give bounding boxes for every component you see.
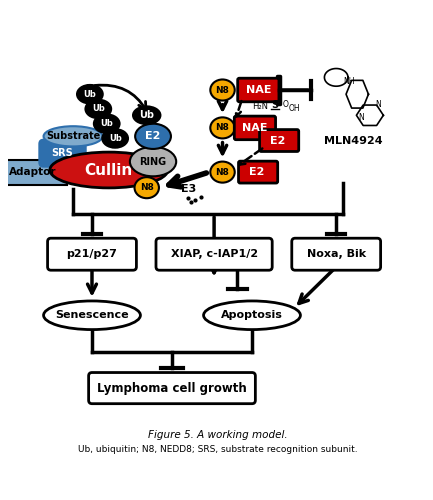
Text: SRS: SRS [52,148,74,158]
Ellipse shape [50,152,168,188]
Text: N: N [375,100,381,109]
Text: H₂N: H₂N [252,102,268,112]
Ellipse shape [102,129,128,148]
Text: Ub: Ub [84,90,96,98]
FancyBboxPatch shape [234,116,275,140]
Ellipse shape [44,126,103,146]
FancyBboxPatch shape [292,238,381,270]
Text: MLN4924: MLN4924 [324,136,382,145]
Text: Cullin: Cullin [85,162,133,178]
Text: Ub: Ub [109,134,122,143]
FancyBboxPatch shape [259,130,299,152]
Text: Noxa, Bik: Noxa, Bik [307,249,366,259]
FancyBboxPatch shape [0,160,67,184]
FancyBboxPatch shape [39,140,86,166]
FancyBboxPatch shape [48,238,136,270]
Text: RING: RING [139,156,167,166]
Text: N8: N8 [216,168,229,176]
Text: NH: NH [343,77,355,86]
Text: Apoptosis: Apoptosis [221,310,283,320]
Ellipse shape [210,80,235,100]
Text: N8: N8 [140,183,154,192]
FancyBboxPatch shape [239,161,278,183]
Ellipse shape [204,301,301,330]
Text: Adaptor: Adaptor [9,167,57,177]
Text: Ub: Ub [139,110,154,120]
Ellipse shape [44,301,140,330]
Text: OH: OH [288,104,300,114]
Text: XIAP, c-IAP1/2: XIAP, c-IAP1/2 [171,249,258,259]
Ellipse shape [130,147,176,176]
Text: p21/p27: p21/p27 [67,249,117,259]
Text: N8: N8 [216,124,229,132]
Ellipse shape [133,106,160,124]
Text: NAE: NAE [246,85,271,95]
Text: N: N [359,113,364,122]
Text: O: O [283,100,289,109]
Text: Substrate: Substrate [46,132,100,141]
Ellipse shape [210,162,235,182]
Text: N8: N8 [216,86,229,94]
Text: E2: E2 [145,132,161,141]
Text: S: S [271,100,279,110]
Text: Figure 5. A working model.: Figure 5. A working model. [149,430,288,440]
Text: Ub, ubiquitin; N8, NEDD8; SRS, substrate recognition subunit.: Ub, ubiquitin; N8, NEDD8; SRS, substrate… [78,446,358,454]
Ellipse shape [135,177,159,198]
Text: NAE: NAE [242,123,268,133]
Text: E3: E3 [181,184,197,194]
FancyBboxPatch shape [89,372,255,404]
Ellipse shape [85,100,111,118]
Ellipse shape [94,114,120,133]
Ellipse shape [135,124,171,149]
Text: Ub: Ub [92,104,105,114]
Text: E2: E2 [270,136,285,145]
Text: E2: E2 [249,167,264,177]
Ellipse shape [77,84,103,103]
Text: Lymphoma cell growth: Lymphoma cell growth [97,382,247,394]
Text: Ub: Ub [100,119,113,128]
Text: Senescence: Senescence [55,310,129,320]
FancyBboxPatch shape [238,78,279,102]
FancyBboxPatch shape [156,238,272,270]
Ellipse shape [210,118,235,139]
